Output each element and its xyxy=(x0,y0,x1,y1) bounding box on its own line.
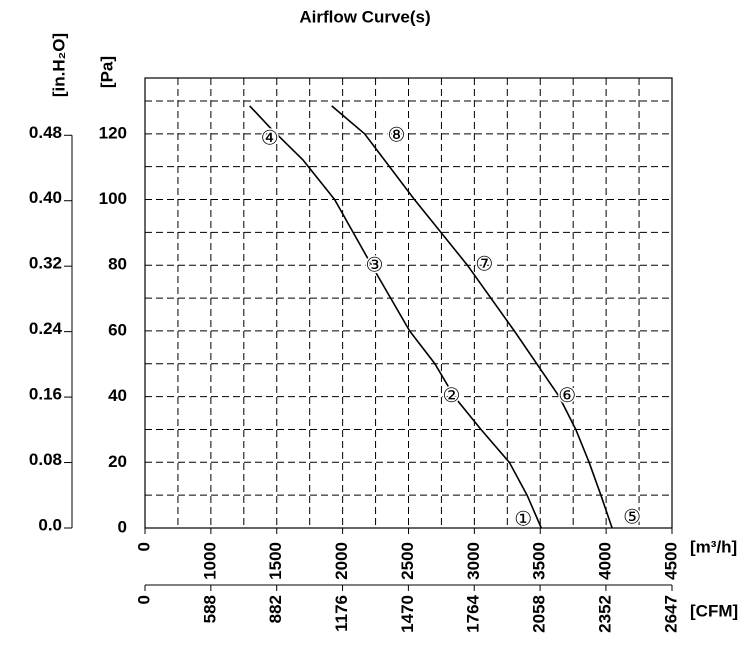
x2-tick-label: 2058 xyxy=(530,595,549,633)
y-axis-label: [Pa] xyxy=(97,56,116,88)
y2-tick-label: 0.08 xyxy=(29,450,62,469)
x2-tick-label: 2647 xyxy=(661,595,680,633)
curve-point-label: ③ xyxy=(366,253,384,277)
y-tick-label: 40 xyxy=(108,386,127,405)
x2-tick-label: 1764 xyxy=(464,594,483,632)
airflow-curve xyxy=(331,105,613,529)
x-tick-label: 3500 xyxy=(530,542,549,580)
y2-tick-label: 0.48 xyxy=(29,123,62,142)
curve-point-label: ② xyxy=(442,383,460,407)
x2-axis-label: [CFM] xyxy=(690,601,738,620)
x2-tick-label: 1470 xyxy=(398,595,417,633)
x2-tick-label: 2352 xyxy=(595,595,614,633)
curve-point-label: ⑥ xyxy=(558,383,576,407)
y2-axis-label: [in.H₂O] xyxy=(49,33,68,97)
x-tick-label: 0 xyxy=(134,542,153,551)
y-tick-label: 20 xyxy=(108,452,127,471)
y-tick-label: 100 xyxy=(99,189,127,208)
y2-tick-label: 0.0 xyxy=(38,515,62,534)
x2-tick-label: 588 xyxy=(200,595,219,623)
x2-tick-label: 882 xyxy=(266,595,285,623)
x-tick-label: 3000 xyxy=(464,542,483,580)
x-tick-label: 4500 xyxy=(661,542,680,580)
y-tick-label: 60 xyxy=(108,320,127,339)
airflow-curve xyxy=(249,105,543,529)
chart-title: Airflow Curve(s) xyxy=(299,7,430,26)
x-tick-label: 2500 xyxy=(398,542,417,580)
x-tick-label: 4000 xyxy=(596,542,615,580)
y2-tick-label: 0.16 xyxy=(29,385,62,404)
y2-tick-label: 0.32 xyxy=(29,254,62,273)
y-tick-label: 120 xyxy=(99,123,127,142)
y-tick-label: 80 xyxy=(108,255,127,274)
x-tick-label: 2000 xyxy=(332,542,351,580)
y-tick-label: 0 xyxy=(118,517,127,536)
curve-point-label: ④ xyxy=(261,125,279,149)
curve-point-label: ⑤ xyxy=(623,505,641,529)
x-axis-label: [m³/h] xyxy=(690,537,737,556)
y2-tick-label: 0.40 xyxy=(29,188,62,207)
curve-point-label: ⑧ xyxy=(388,122,406,146)
curve-point-label: ⑦ xyxy=(475,252,493,276)
plot-frame xyxy=(144,77,673,529)
y2-tick-label: 0.24 xyxy=(29,319,63,338)
x2-tick-label: 0 xyxy=(134,595,153,604)
curve-point-label: ① xyxy=(514,507,532,531)
x2-tick-label: 1176 xyxy=(332,595,351,632)
x-tick-label: 1500 xyxy=(266,542,285,580)
x-tick-label: 1000 xyxy=(200,542,219,580)
